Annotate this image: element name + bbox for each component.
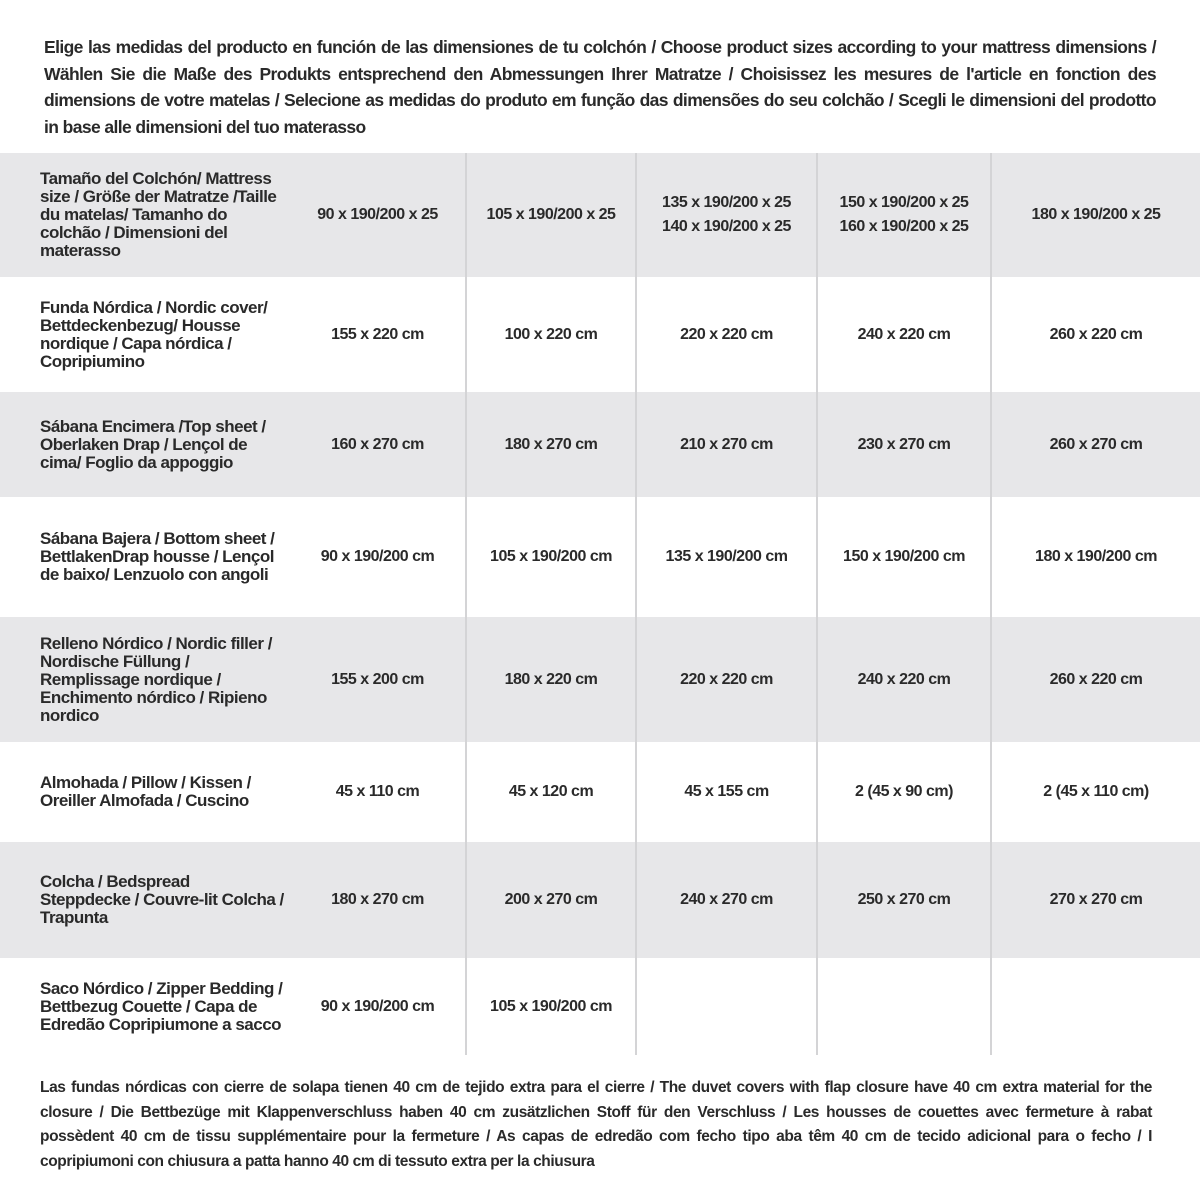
size-cell: 220 x 220 cm (635, 277, 817, 392)
size-cell: 200 x 270 cm (465, 842, 636, 958)
row-label: Colcha / Bedspread Steppdecke / Couvre-l… (0, 842, 290, 958)
size-cell: 160 x 270 cm (290, 392, 466, 497)
size-cell: 260 x 220 cm (990, 277, 1200, 392)
size-cell: 155 x 200 cm (290, 617, 466, 742)
row-label: Sábana Encimera /Top sheet / Oberlaken D… (0, 392, 290, 497)
size-cell: 90 x 190/200 x 25 (290, 153, 466, 277)
size-cell: 45 x 120 cm (465, 742, 636, 842)
size-cell: 90 x 190/200 cm (320, 548, 435, 565)
size-cell: 180 x 190/200 x 25 (990, 153, 1200, 277)
table-row: Tamaño del Colchón/ Mattress size / Größ… (0, 153, 1200, 277)
row-label: Sábana Bajera / Bottom sheet / Bettlaken… (40, 529, 275, 584)
size-cell: 150 x 190/200 x 25 160 x 190/200 x 25 (816, 153, 991, 277)
intro-text: Elige las medidas del producto en funció… (44, 37, 1157, 137)
table-row: Funda Nórdica / Nordic cover/ Bettdecken… (0, 277, 1200, 392)
size-cell: 230 x 270 cm (816, 392, 991, 497)
size-cell: 105 x 190/200 cm (465, 497, 636, 617)
size-cell (816, 958, 991, 1055)
size-cell: 240 x 220 cm (816, 617, 991, 742)
row-label: Almohada / Pillow / Kissen / Oreiller Al… (40, 773, 251, 810)
size-cell: 250 x 270 cm (816, 842, 991, 958)
size-cell: 2 (45 x 90 cm) (816, 742, 991, 842)
size-table: Tamaño del Colchón/ Mattress size / Größ… (0, 153, 1200, 1055)
size-cell: 270 x 270 cm (990, 842, 1200, 958)
size-cell: 260 x 220 cm (990, 617, 1200, 742)
size-cell: 240 x 220 cm (816, 277, 991, 392)
size-cell (635, 958, 817, 1055)
table-row: Sábana Bajera / Bottom sheet / Bettlaken… (0, 497, 1200, 617)
size-cell: 210 x 270 cm (635, 392, 817, 497)
size-cell: 135 x 190/200 x 25 140 x 190/200 x 25 (635, 153, 817, 277)
table-row: Relleno Nórdico / Nordic filler / Nordis… (0, 617, 1200, 742)
size-cell (990, 958, 1200, 1055)
size-cell: 220 x 220 cm (635, 617, 817, 742)
footnote: Las fundas nórdicas con cierre de solapa… (40, 1079, 1152, 1170)
table-row: Colcha / Bedspread Steppdecke / Couvre-l… (0, 842, 1200, 958)
row-label: Tamaño del Colchón/ Mattress size / Größ… (0, 153, 290, 277)
size-cell: 45 x 155 cm (635, 742, 817, 842)
table-row: Sábana Encimera /Top sheet / Oberlaken D… (0, 392, 1200, 497)
size-cell: 105 x 190/200 x 25 (465, 153, 636, 277)
size-cell: 180 x 190/200 cm (990, 497, 1200, 617)
size-cell: 260 x 270 cm (990, 392, 1200, 497)
size-cell: 2 (45 x 110 cm) (990, 742, 1200, 842)
size-cell: 90 x 190/200 cm (320, 997, 435, 1015)
size-cell: 105 x 190/200 cm (465, 958, 636, 1055)
row-label: Relleno Nórdico / Nordic filler / Nordis… (0, 617, 290, 742)
size-cell: 240 x 270 cm (635, 842, 817, 958)
size-cell: 180 x 270 cm (290, 842, 466, 958)
size-cell: 155 x 220 cm (331, 325, 424, 343)
size-cell: 45 x 110 cm (335, 783, 420, 800)
size-cell: 100 x 220 cm (465, 277, 636, 392)
size-cell: 180 x 270 cm (465, 392, 636, 497)
size-cell: 135 x 190/200 cm (635, 497, 817, 617)
row-label: Saco Nórdico / Zipper Bedding / Bettbezu… (40, 978, 283, 1034)
table-row: Saco Nórdico / Zipper Bedding / Bettbezu… (0, 958, 1200, 1055)
table-row: Almohada / Pillow / Kissen / Oreiller Al… (0, 742, 1200, 842)
row-label: Funda Nórdica / Nordic cover/ Bettdecken… (40, 297, 268, 371)
size-cell: 150 x 190/200 cm (816, 497, 991, 617)
size-cell: 180 x 220 cm (465, 617, 636, 742)
